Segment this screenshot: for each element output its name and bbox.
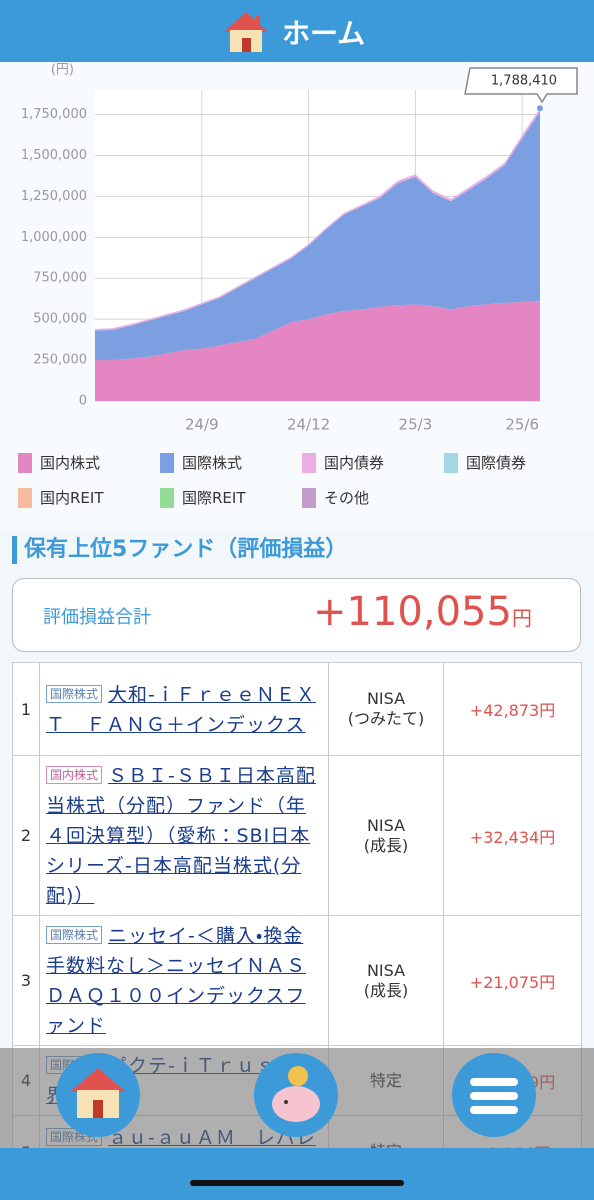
category-tag: 国内株式: [46, 766, 103, 784]
header-title: ホーム: [282, 17, 366, 50]
legend-label: 国際債券: [466, 454, 527, 472]
fund-link[interactable]: ＳＢＩ-ＳＢＩ日本高配当株式（分配）ファンド（年４回決算型）（愛称：SBI日本シ…: [46, 765, 316, 907]
legend-swatch: [444, 452, 458, 473]
y-tick-label: 1,250,000: [21, 189, 87, 204]
header: ホーム: [0, 0, 594, 62]
legend-label: 国際REIT: [182, 489, 246, 507]
total-unit: 円: [511, 606, 532, 630]
y-tick-label: 500,000: [33, 312, 87, 327]
section-title: 保有上位5ファンド（評価損益）: [12, 536, 347, 564]
x-tick-label: 24/9: [185, 416, 219, 434]
legend-item: 国際債券: [444, 452, 526, 473]
account-type: NISA (成長): [328, 915, 444, 1046]
legend-swatch: [302, 452, 316, 473]
legend-swatch: [18, 452, 32, 473]
legend-item: 国内REIT: [18, 487, 104, 508]
y-tick-label: 1,750,000: [21, 107, 87, 122]
legend-label: 国内REIT: [40, 489, 104, 507]
table-row: 1 国際株式 大和-ｉＦｒｅｅＮＥＸＴ ＦＡＮＧ＋インデックス NISA (つみたて)…: [12, 662, 582, 756]
category-tag: 国際株式: [46, 684, 103, 703]
legend-item: その他: [302, 487, 369, 508]
rank: 3: [12, 915, 40, 1046]
menu-button[interactable]: [452, 1053, 536, 1137]
category-tag: 国際株式: [46, 926, 103, 944]
legend-label: 国内株式: [40, 454, 101, 472]
last-point: [537, 105, 543, 112]
x-tick-label: 25/3: [399, 416, 433, 434]
home-indicator: [190, 1180, 404, 1186]
chart: (円) 0 250,000 500,000 750,000 1,000,000 1,250…: [0, 62, 594, 530]
legend-label: その他: [324, 489, 370, 507]
fund-cell: 国内株式 ＳＢＩ-ＳＢＩ日本高配当株式（分配）ファンド（年４回決算型）（愛称：SB…: [39, 755, 329, 916]
y-tick-label: 1,000,000: [21, 230, 87, 245]
nav-buttons: [56, 1053, 536, 1137]
x-tick-label: 25/6: [505, 416, 539, 434]
legend-item: 国際株式: [160, 452, 242, 473]
rank: 2: [12, 755, 40, 916]
y-tick-label: 250,000: [33, 353, 87, 368]
legend-swatch: [18, 487, 32, 508]
legend-item: 国際REIT: [160, 487, 246, 508]
legend-label: 国際株式: [182, 454, 243, 472]
table-row: 3 国際株式 ニッセイ-＜購入・換金手数料なし＞ニッセイＮＡＳＤＡＱ１００インデック…: [12, 915, 582, 1046]
fund-link[interactable]: 大和-ｉＦｒｅｅＮＥＸＴ ＦＡＮＧ＋インデックス: [46, 683, 316, 736]
gain: +42,873円: [443, 662, 582, 756]
legend-item: 国内株式: [18, 452, 100, 473]
legend-swatch: [302, 487, 316, 508]
account-type: NISA (つみたて): [328, 662, 444, 756]
callout-value: 1,788,410: [491, 74, 557, 89]
fund-link[interactable]: ニッセイ-＜購入・換金手数料なし＞ニッセイＮＡＳＤＡＱ１００インデックスファンド: [46, 925, 307, 1037]
table-row: 2 国内株式 ＳＢＩ-ＳＢＩ日本高配当株式（分配）ファンド（年４回決算型）（愛称：S…: [12, 755, 582, 916]
area: [95, 301, 540, 401]
area: [95, 111, 540, 361]
legend-label: 国内債券: [324, 454, 385, 472]
gain: +32,434円: [443, 755, 582, 916]
home-icon: [224, 12, 268, 52]
legend-swatch: [160, 487, 174, 508]
total-box: 評価損益合計 +110,055円: [12, 578, 581, 652]
callout-box: [464, 67, 578, 104]
legend-item: 国内債券: [302, 452, 384, 473]
home-button[interactable]: [56, 1053, 140, 1137]
savings-button[interactable]: [254, 1053, 338, 1137]
y-unit-label: (円): [51, 63, 74, 78]
rank: 1: [12, 662, 40, 756]
y-tick-label: 0: [79, 394, 87, 409]
fund-cell: 国際株式 ニッセイ-＜購入・換金手数料なし＞ニッセイＮＡＳＤＡＱ１００インデックス…: [39, 915, 329, 1046]
account-type: NISA (成長): [328, 755, 444, 916]
total-value: +110,055円: [313, 589, 532, 635]
fund-cell: 国際株式 大和-ｉＦｒｅｅＮＥＸＴ ＦＡＮＧ＋インデックス: [39, 662, 329, 756]
y-tick-label: 1,500,000: [21, 148, 87, 163]
nav-overlay: [0, 1048, 594, 1148]
total-label: 評価損益合計: [43, 607, 151, 628]
legend-swatch: [160, 452, 174, 473]
total-number: +110,055: [313, 589, 512, 635]
x-tick-label: 24/12: [287, 416, 330, 434]
bottom-bar: [0, 1148, 594, 1200]
gain: +21,075円: [443, 915, 582, 1046]
y-tick-label: 750,000: [33, 271, 87, 286]
